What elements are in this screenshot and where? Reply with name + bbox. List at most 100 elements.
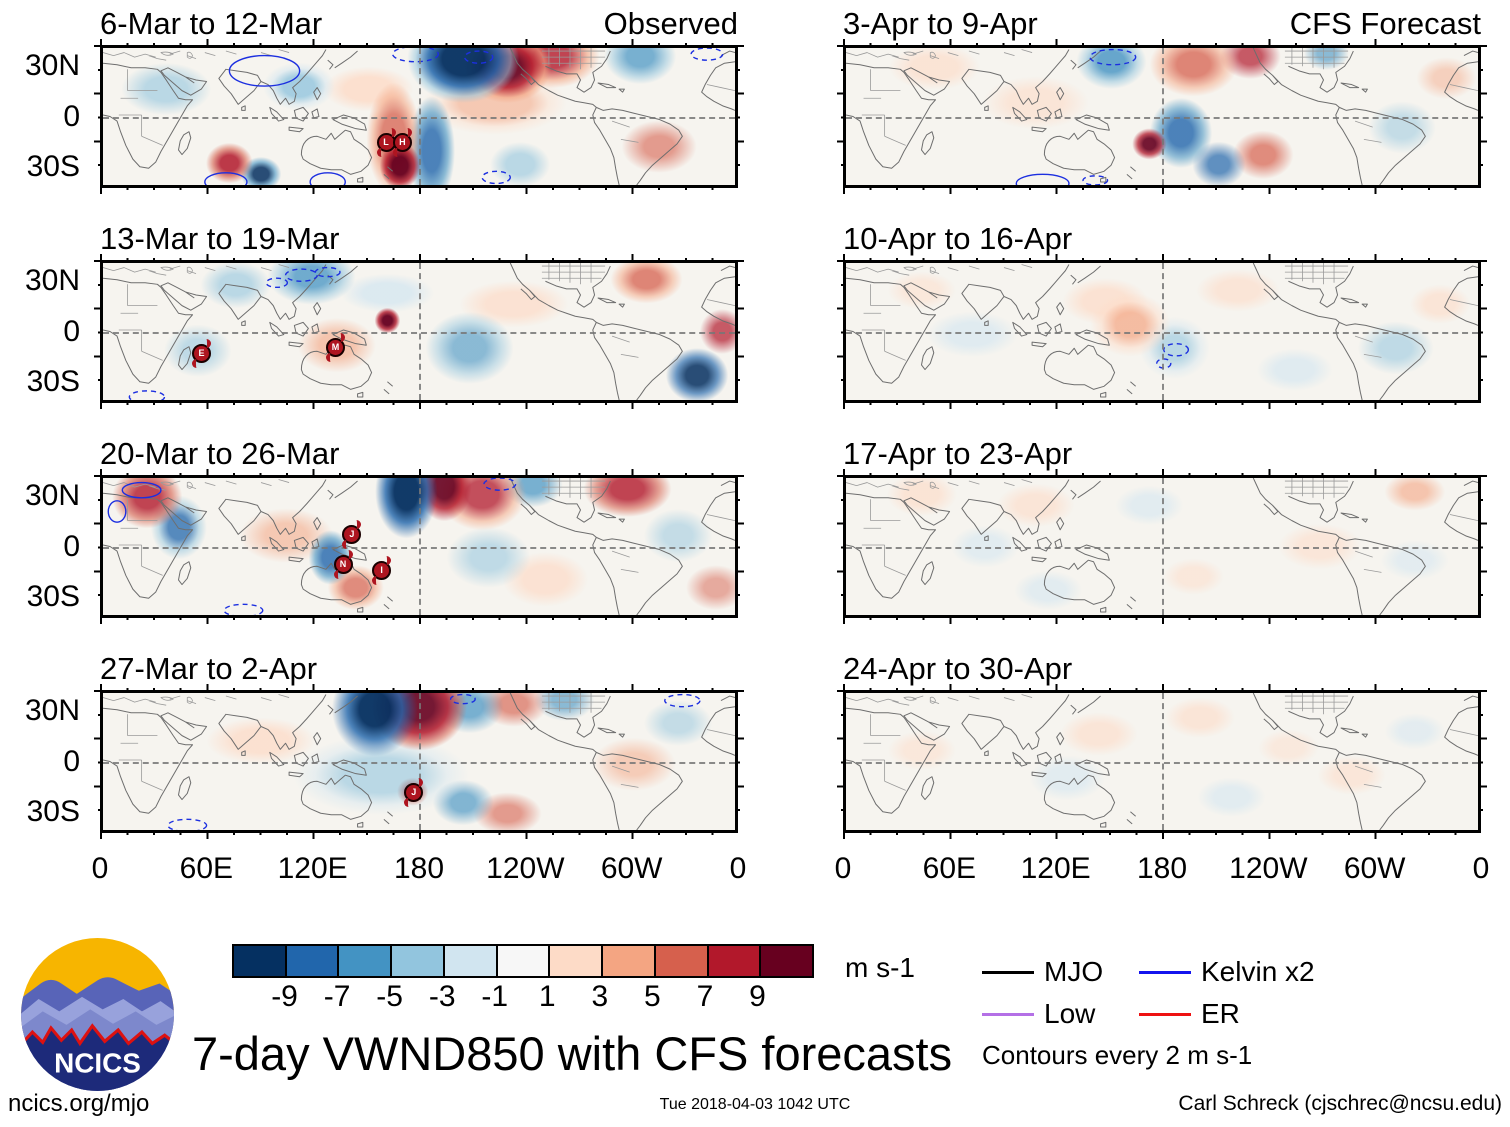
x-axis-labels-left: 0 60E 120E 180 120W 60W 0 xyxy=(92,852,747,892)
panel-title: 6-Mar to 12-Mar xyxy=(100,6,323,41)
tick-marks xyxy=(94,260,103,403)
x-axis-tick-label: 0 xyxy=(1472,852,1490,885)
tick-marks xyxy=(100,185,738,194)
y-axis-tick-label: 0 xyxy=(63,99,80,133)
y-axis-labels: 30N 0 30S xyxy=(0,45,92,188)
timestamp: Tue 2018-04-03 1042 UTC xyxy=(659,1096,851,1113)
tropical-cyclone-marker: J xyxy=(404,777,424,807)
y-axis-tick-label: 0 xyxy=(63,314,80,348)
legend-line xyxy=(1139,1012,1191,1016)
x-axis-tick-label: 60W xyxy=(1343,852,1406,885)
tick-marks xyxy=(843,254,1481,263)
colorbar-tick-label: -7 xyxy=(323,980,351,1013)
map-forecast-10apr-16apr xyxy=(837,254,1487,409)
y-axis-tick-label: 30N xyxy=(24,479,80,513)
kelvin-contours xyxy=(168,695,700,830)
tick-marks xyxy=(735,260,744,403)
tropical-cyclone-marker: J xyxy=(342,519,362,549)
coastline-map xyxy=(846,48,1478,185)
colorbar xyxy=(232,944,814,978)
coastline-map xyxy=(103,263,735,400)
colorbar-segment xyxy=(495,946,549,976)
tropical-cyclone-marker: N xyxy=(333,550,353,580)
y-axis-labels: 30N 0 30S xyxy=(0,260,92,403)
colorbar-segment xyxy=(284,946,338,976)
legend: MJO Kelvin x2 Low ER xyxy=(982,956,1502,1030)
y-axis-tick-label: 30S xyxy=(26,364,80,398)
x-axis-tick-label: 180 xyxy=(393,852,445,885)
colorbar-tick-label: 5 xyxy=(644,980,661,1013)
y-axis-labels: 30N 0 30S xyxy=(0,690,92,833)
tick-marks xyxy=(100,469,738,478)
tick-marks xyxy=(843,830,1481,839)
panel-title-row: 27-Mar to 2-Apr xyxy=(100,649,738,687)
y-axis-tick-label: 30N xyxy=(24,694,80,728)
y-axis-tick-label: 30N xyxy=(24,49,80,83)
tick-marks xyxy=(100,684,738,693)
figure-title: 7-day VWND850 with CFS forecasts xyxy=(192,1027,953,1080)
panel-title: 10-Apr to 16-Apr xyxy=(843,221,1073,256)
legend-item: ER xyxy=(1139,998,1502,1030)
dateline-gridline xyxy=(1162,693,1164,830)
colorbar-tick-label: 1 xyxy=(538,980,556,1013)
tick-marks xyxy=(837,45,846,188)
ncics-logo: NCICS xyxy=(21,938,174,1091)
y-axis-tick-label: 0 xyxy=(63,529,80,563)
tick-marks xyxy=(1478,690,1487,833)
dateline-gridline xyxy=(419,478,421,615)
colorbar-segment xyxy=(706,946,760,976)
dateline-gridline xyxy=(419,48,421,185)
legend-line xyxy=(982,1012,1034,1016)
tick-marks xyxy=(735,475,744,618)
website-link: ncics.org/mjo xyxy=(8,1090,150,1117)
legend-line xyxy=(1139,970,1191,974)
x-axis-tick-label: 0 xyxy=(729,852,747,885)
tick-marks xyxy=(1478,475,1487,618)
tick-marks xyxy=(100,615,738,624)
x-axis-tick-label: 180 xyxy=(1136,852,1188,885)
column-header-forecast: CFS Forecast xyxy=(1289,6,1481,41)
logo-text: NCICS xyxy=(54,1047,141,1078)
colorbar-tick-label: -9 xyxy=(271,980,298,1013)
colorbar-tick-label: -3 xyxy=(428,980,456,1013)
panel-title: 27-Mar to 2-Apr xyxy=(100,651,318,686)
x-axis-tick-label: 60E xyxy=(922,852,977,885)
x-axis-labels-right: 0 60E 120E 180 120W 60W 0 xyxy=(835,852,1490,892)
kelvin-contours xyxy=(1016,50,1135,185)
panel-title-row: 17-Apr to 23-Apr xyxy=(843,434,1481,472)
panel-title-row: 13-Mar to 19-Mar xyxy=(100,219,738,257)
tropical-cyclone-marker: I xyxy=(372,555,392,585)
kelvin-contours xyxy=(108,478,515,615)
coastline-map xyxy=(103,48,735,185)
tick-marks xyxy=(94,690,103,833)
tick-marks xyxy=(1478,260,1487,403)
map-forecast-24apr-30apr xyxy=(837,684,1487,839)
tick-marks xyxy=(837,690,846,833)
tick-marks xyxy=(100,39,738,48)
dateline-gridline xyxy=(419,693,421,830)
column-header-observed: Observed xyxy=(603,6,738,41)
colorbar-tick-label: -5 xyxy=(376,980,403,1013)
x-axis-tick-label: 60W xyxy=(600,852,663,885)
panel-title: 13-Mar to 19-Mar xyxy=(100,221,340,256)
tick-marks xyxy=(837,260,846,403)
panel-title: 17-Apr to 23-Apr xyxy=(843,436,1073,471)
colorbar-segment xyxy=(653,946,707,976)
legend-label: ER xyxy=(1201,998,1240,1029)
panel-title-row: 3-Apr to 9-Apr CFS Forecast xyxy=(843,4,1481,42)
colorbar-labels: -9 -7 -5 -3 -1 1 3 5 7 9 xyxy=(232,980,810,1014)
tick-marks xyxy=(1478,45,1487,188)
y-axis-tick-label: 0 xyxy=(63,744,80,778)
colorbar-segment xyxy=(337,946,391,976)
y-axis-tick-label: 30S xyxy=(26,794,80,828)
colorbar-segment xyxy=(548,946,602,976)
tick-marks xyxy=(94,475,103,618)
coastline-map xyxy=(103,478,735,615)
legend-item: Low xyxy=(982,998,1139,1030)
legend-item: MJO xyxy=(982,956,1139,988)
map-forecast-3apr-9apr xyxy=(837,39,1487,194)
colorbar-tick-label: 3 xyxy=(591,980,609,1013)
tick-marks xyxy=(843,400,1481,409)
